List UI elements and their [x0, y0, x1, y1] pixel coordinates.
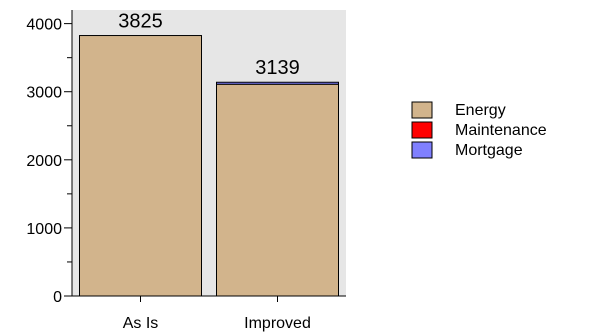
- data-labels: 3825 3139: [118, 11, 300, 80]
- y-tick-label: 1000: [26, 221, 62, 238]
- bar-total-label: 3825: [118, 11, 163, 33]
- legend-label-maintenance: Maintenance: [455, 122, 547, 139]
- x-category-label: As Is: [123, 315, 159, 332]
- legend-swatch-mortgage: [411, 141, 433, 159]
- legend-label-energy: Energy: [455, 102, 506, 119]
- y-tick-label: 0: [53, 289, 62, 306]
- y-tick-label: 3000: [26, 85, 62, 102]
- legend-swatch-maintenance: [411, 121, 433, 139]
- legend-swatch-energy: [411, 101, 433, 119]
- bar-mortgage-1: [216, 81, 339, 85]
- y-tick-label: 4000: [26, 17, 62, 34]
- bar-energy-0: [79, 35, 202, 297]
- bar-energy-1: [216, 83, 339, 297]
- legend-label-mortgage: Mortgage: [455, 142, 523, 159]
- x-category-label: Improved: [244, 315, 311, 332]
- y-tick-label: 2000: [26, 153, 62, 170]
- bar-total-label: 3139: [255, 57, 300, 79]
- bars-group: [79, 35, 339, 297]
- y-axis: 0 1000 2000 3000 4000: [26, 17, 72, 306]
- legend: Energy Maintenance Mortgage: [411, 101, 547, 159]
- x-axis-labels: As Is Improved: [123, 296, 311, 332]
